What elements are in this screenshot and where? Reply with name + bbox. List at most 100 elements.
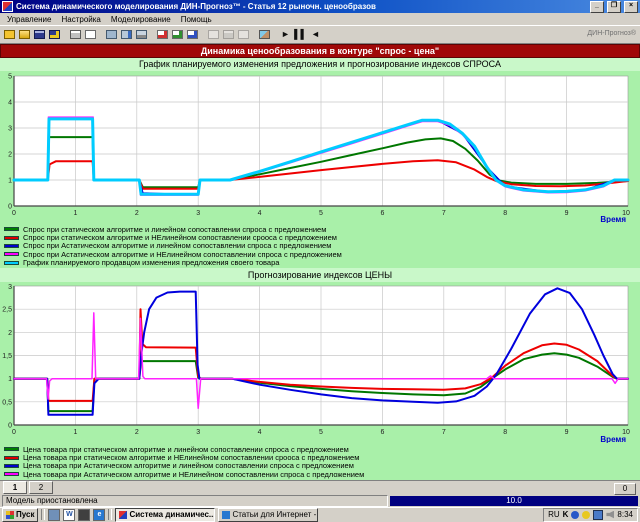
x-axis-label: Время bbox=[600, 215, 626, 223]
model-tools-icon bbox=[106, 30, 117, 39]
y-tick-label: 3 bbox=[8, 284, 12, 291]
menu-настройка[interactable]: Настройка bbox=[61, 14, 101, 24]
menu-управление[interactable]: Управление bbox=[7, 14, 52, 24]
legend-swatch bbox=[4, 447, 19, 452]
x-tick-label: 5 bbox=[319, 210, 323, 217]
x-tick-label: 9 bbox=[565, 429, 569, 436]
print-preview-icon[interactable] bbox=[83, 28, 98, 42]
minimize-button[interactable]: _ bbox=[590, 0, 604, 13]
language-indicator[interactable]: RU bbox=[548, 510, 560, 520]
model-tools-icon[interactable] bbox=[104, 28, 119, 42]
step-back-icon[interactable]: ◄ bbox=[308, 28, 323, 42]
app-icon[interactable] bbox=[78, 508, 91, 521]
x-tick-label: 6 bbox=[380, 429, 384, 436]
task-button-1[interactable]: Система динамичес... bbox=[115, 507, 216, 522]
legend-label: Спрос при Астатическом алгоритме и линей… bbox=[23, 241, 332, 251]
open-icon[interactable] bbox=[2, 28, 17, 42]
legend-label: Цена товара при Астатическом алгоритме и… bbox=[23, 461, 354, 471]
chart1-banner: График планируемого изменения предложени… bbox=[0, 58, 640, 71]
y-tick-label: 0 bbox=[8, 422, 12, 429]
ie-icon[interactable]: e bbox=[93, 508, 106, 521]
model-time-bar: 10.0 bbox=[390, 495, 638, 506]
word-icon[interactable]: W bbox=[63, 508, 76, 521]
legend-item: Цена товара при Астатическом алгоритме и… bbox=[4, 469, 640, 479]
chart2-banner: Прогнозирование индексов ЦЕНЫ bbox=[0, 267, 640, 282]
print-icon bbox=[70, 30, 81, 39]
y-tick-label: 5 bbox=[8, 74, 12, 81]
model-link-icon[interactable] bbox=[119, 28, 134, 42]
image-icon[interactable] bbox=[257, 28, 272, 42]
image-icon bbox=[259, 30, 270, 39]
chart-settings-icon[interactable] bbox=[185, 28, 200, 42]
legend-swatch bbox=[4, 227, 19, 232]
show-desktop-icon[interactable] bbox=[48, 508, 61, 521]
x-tick-label: 10 bbox=[622, 210, 630, 217]
x-tick-label: 8 bbox=[503, 210, 507, 217]
x-tick-label: 6 bbox=[380, 210, 384, 217]
y-tick-label: 1,5 bbox=[2, 353, 12, 360]
save-icon bbox=[34, 30, 45, 39]
divider bbox=[41, 509, 46, 521]
task-button-2[interactable]: Статьи для Интернет - ... bbox=[218, 507, 319, 522]
system-tray: RU K 8:34 bbox=[543, 507, 638, 522]
y-tick-label: 4 bbox=[8, 100, 12, 107]
chart-edit-icon[interactable] bbox=[155, 28, 170, 42]
clock: 8:34 bbox=[617, 510, 633, 520]
legend-swatch bbox=[4, 472, 19, 477]
pause-icon[interactable]: ▌▌ bbox=[293, 28, 308, 42]
series-line bbox=[13, 312, 629, 410]
network-icon[interactable] bbox=[593, 509, 604, 520]
legend-label: Цена товара при статическом алгоритме и … bbox=[23, 444, 349, 454]
save-model-icon bbox=[49, 30, 60, 39]
main-banner: Динамика ценообразования в контуре "спро… bbox=[0, 44, 640, 58]
legend-swatch bbox=[4, 455, 19, 460]
title-bar: Система динамического моделирования ДИН-… bbox=[0, 0, 640, 13]
kaspersky-icon[interactable]: K bbox=[562, 510, 569, 520]
maximize-button[interactable]: ❐ bbox=[607, 0, 621, 13]
play-icon[interactable]: ► bbox=[278, 28, 293, 42]
save-model-icon[interactable] bbox=[47, 28, 62, 42]
app-icon bbox=[2, 1, 13, 12]
task-buttons: Система динамичес... Статьи для Интернет … bbox=[115, 507, 319, 522]
x-tick-label: 8 bbox=[503, 429, 507, 436]
y-tick-label: 0,5 bbox=[2, 399, 12, 406]
tab-2[interactable]: 2 bbox=[29, 481, 53, 495]
open-model-icon[interactable] bbox=[17, 28, 32, 42]
save-icon[interactable] bbox=[32, 28, 47, 42]
x-tick-label: 0 bbox=[12, 210, 16, 217]
y-tick-label: 2,5 bbox=[2, 307, 12, 314]
chart-settings-icon bbox=[187, 30, 198, 39]
print-icon[interactable] bbox=[68, 28, 83, 42]
legend-label: Цена товара при Астатическом алгоритме и… bbox=[23, 469, 365, 479]
x-tick-label: 1 bbox=[73, 429, 77, 436]
legend-label: Цена товара при статическом алгоритме и … bbox=[23, 453, 360, 463]
menu-помощь[interactable]: Помощь bbox=[180, 14, 212, 24]
close-button[interactable]: × bbox=[624, 0, 638, 13]
x-tick-label: 2 bbox=[135, 210, 139, 217]
y-tick-label: 2 bbox=[8, 152, 12, 159]
tab-1[interactable]: 1 bbox=[3, 481, 27, 495]
legend-item: Спрос при Астатическом алгоритме и линей… bbox=[4, 241, 640, 251]
toolbar: ДИН-Прогноз® ► ▌▌ ◄ bbox=[0, 25, 640, 44]
task-label: Система динамичес... bbox=[129, 510, 216, 520]
menu-bar: Управление Настройка Моделирование Помощь bbox=[0, 13, 640, 25]
x-tick-label: 3 bbox=[196, 429, 200, 436]
x-tick-label: 7 bbox=[442, 210, 446, 217]
report-print-icon bbox=[223, 30, 234, 39]
chart-edit-icon bbox=[157, 30, 168, 39]
task-label: Статьи для Интернет - ... bbox=[232, 510, 319, 520]
divider bbox=[108, 509, 113, 521]
menu-моделирование[interactable]: Моделирование bbox=[110, 14, 171, 24]
legend-label: Спрос при Астатическом алгоритме и НЕлин… bbox=[23, 249, 342, 259]
legend-label: Спрос при статическом алгоритме и НЕлине… bbox=[23, 233, 337, 243]
open-model-icon bbox=[19, 30, 30, 39]
legend-label: Спрос при статическом алгоритме и линейн… bbox=[23, 224, 327, 234]
model-search-icon[interactable] bbox=[134, 28, 149, 42]
y-tick-label: 1 bbox=[8, 178, 12, 185]
report-view-icon bbox=[236, 28, 251, 42]
chart-add-icon[interactable] bbox=[170, 28, 185, 42]
start-button[interactable]: Пуск bbox=[2, 507, 39, 522]
brand-label: ДИН-Прогноз® bbox=[587, 30, 636, 37]
print-preview-icon bbox=[85, 30, 96, 39]
